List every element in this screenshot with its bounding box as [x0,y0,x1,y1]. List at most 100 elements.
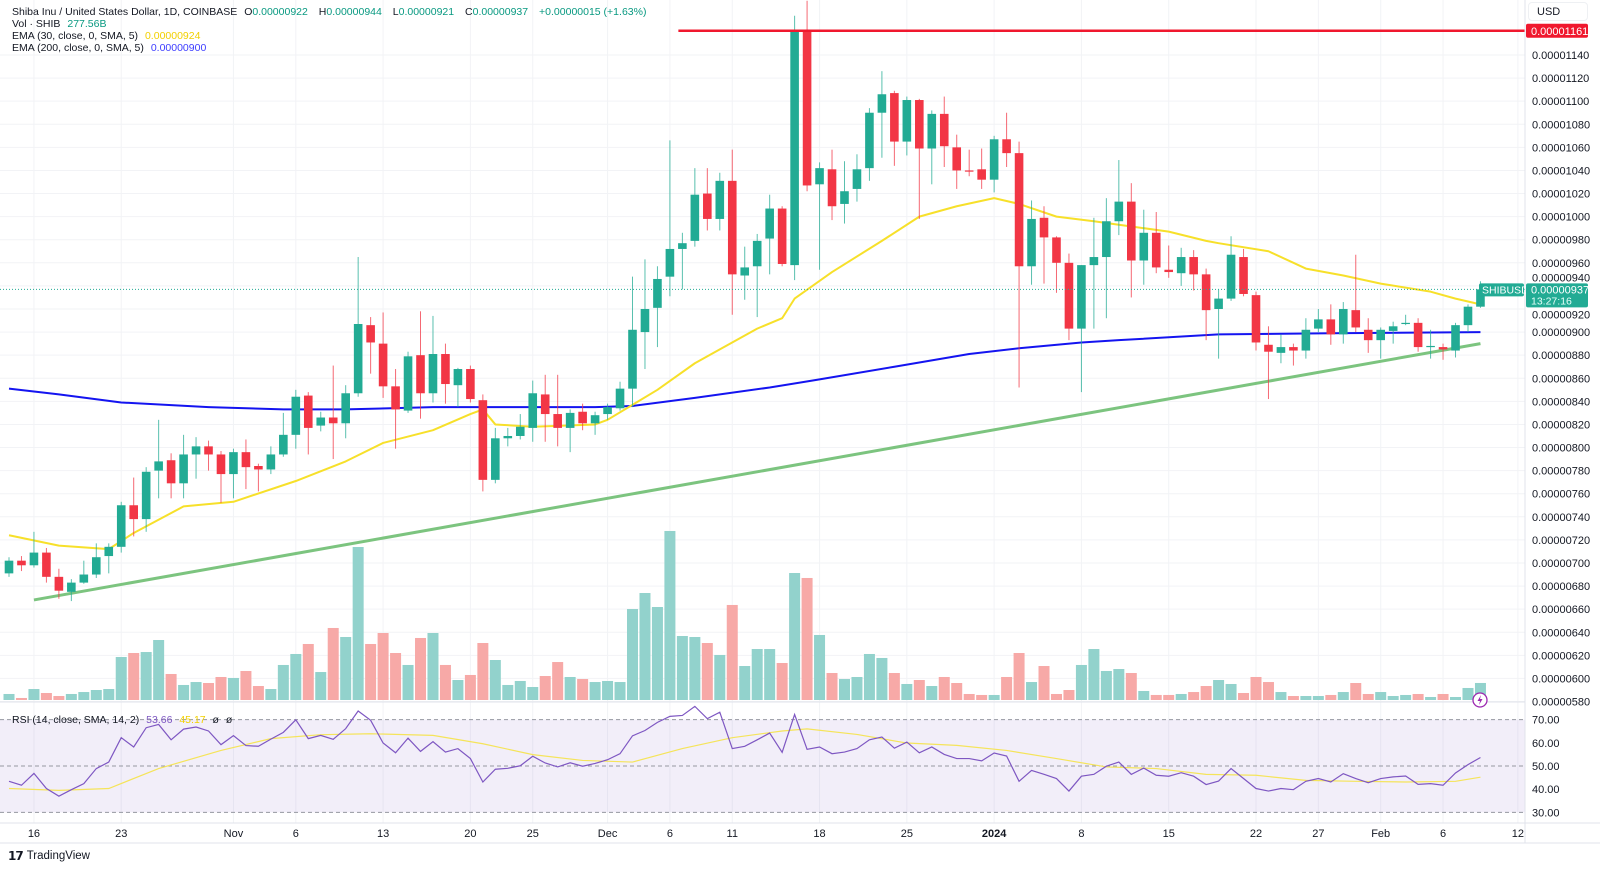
currency-selector[interactable]: USD [1528,2,1588,21]
candle [815,162,824,270]
price-tick-label: 0.00000780 [1532,466,1590,478]
candle-body [478,400,488,480]
candle [1201,268,1211,341]
rsi-tick-label: 70.00 [1532,715,1560,727]
volume-bar [926,686,938,700]
volume-bar [327,627,339,700]
candle [777,206,787,267]
candle [453,367,463,408]
candle-body [1114,201,1124,222]
price-tick-label: 0.00000840 [1532,396,1590,408]
candle [478,394,488,492]
candle-body [827,169,837,207]
volume-bar [1300,696,1312,700]
volume-bar [302,643,314,700]
resistance-price-tag: 0.00001161 [1526,23,1588,38]
candle-body [453,369,463,386]
price-tick-label: 0.00001120 [1532,73,1589,85]
ema30-legend[interactable]: EMA (30, close, 0, SMA, 5) 0.00000924 [12,30,204,42]
volume-bar [639,593,651,700]
candle [1314,308,1323,333]
candle [1164,245,1174,278]
candle [303,392,313,455]
volume-bar [477,643,489,700]
candle-body [67,582,76,592]
candle-body [279,434,288,455]
volume-bar [1362,693,1374,700]
candle-body [254,466,263,470]
time-axis-label: 20 [464,828,476,840]
candle-body [952,147,962,171]
rsi-tick-label: 30.00 [1532,807,1560,819]
volume-bar [252,686,264,700]
candle [416,311,425,419]
volume-bar [1287,696,1299,700]
time-axis-label: 18 [813,828,825,840]
candle-body [1039,217,1049,238]
time-axis-label: 22 [1250,828,1262,840]
price-tick-label: 0.00000740 [1532,512,1590,524]
ema200-legend[interactable]: EMA (200, close, 0, SMA, 5) 0.00000900 [12,42,210,54]
candle-body [1314,319,1323,329]
resistance-price-label: 0.00001161 [1531,26,1588,38]
open-value: O0.00000922 [244,6,312,18]
lightning-icon[interactable] [1472,692,1488,708]
volume-bar [265,689,277,700]
candle [1426,329,1435,359]
ema30-value: 0.00000924 [144,30,201,42]
candle [802,0,812,192]
price-tick-label: 0.00000660 [1532,604,1590,616]
tradingview-logo-icon: 𝟭𝟳 [8,849,24,863]
price-tick-label: 0.00001140 [1532,50,1589,62]
candle [1351,254,1361,333]
price-axis[interactable] [1525,0,1600,843]
candle [690,168,700,247]
candle [927,110,937,185]
candle-body [416,355,425,394]
candle-body [1376,329,1385,341]
candle [1401,314,1410,326]
candle-body [341,393,350,424]
candle [715,172,725,231]
rsi-legend[interactable]: RSI (14, close, SMA, 14, 2) 53.66 45.17 … [12,714,236,726]
candle-body [964,170,974,172]
candle [1276,334,1286,364]
candle-body [1014,153,1024,267]
candle [565,409,575,453]
open-price: 0.00000922 [252,6,308,18]
candle-body [291,396,301,435]
candle-body [890,93,899,142]
volume-bar [739,666,751,700]
candle-body [1164,269,1174,273]
candle-body [540,394,550,415]
volume-bar [28,689,40,700]
candle-body [1401,322,1410,325]
candle-body [1176,257,1186,274]
candle [1102,198,1111,319]
candle [166,453,176,499]
support-trendline[interactable] [33,342,1481,602]
candle-body [703,193,712,219]
tradingview-logo[interactable]: 𝟭𝟳 TradingView [8,849,90,863]
candle-body [166,460,176,484]
price-tick-label: 0.00000980 [1532,235,1590,247]
candle-body [378,343,388,387]
candle [989,135,999,193]
candle-body [752,240,762,267]
candle-body [1089,257,1099,266]
symbol-tag: SHIBUSD [1482,284,1529,296]
candle-body [4,560,14,574]
volume-bar [838,679,850,700]
candle-body [902,100,912,142]
candle-body [1413,322,1423,348]
volume-legend[interactable]: Vol · SHIB 277.56B [12,18,110,30]
candle-body [578,411,587,424]
time-axis-label: 25 [901,828,913,840]
volume-bar [452,680,464,700]
candle [678,232,687,290]
candle-body [316,417,326,426]
volume-bar [415,637,427,700]
low-value: L0.00000921 [393,6,458,18]
volume-bar [863,653,875,700]
